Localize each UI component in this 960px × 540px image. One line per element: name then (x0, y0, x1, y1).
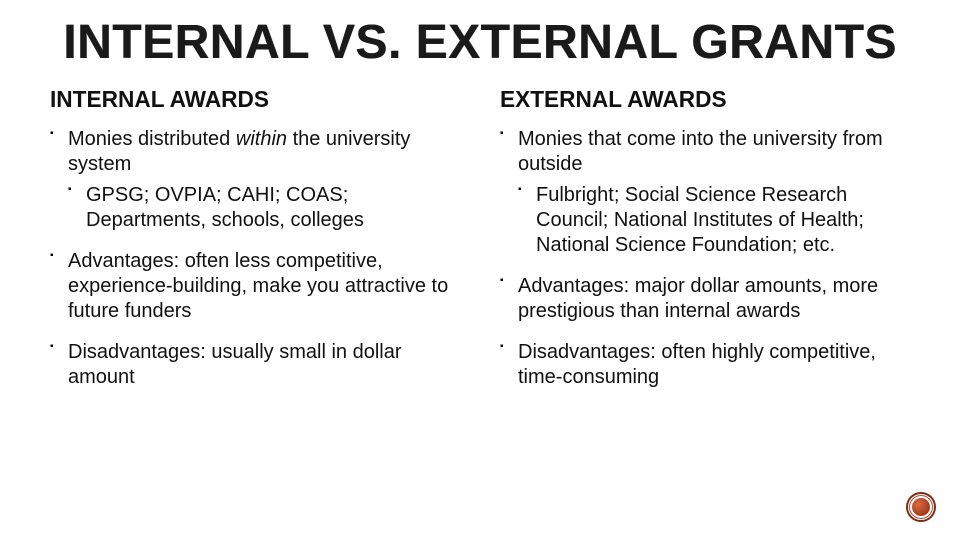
list-item: Advantages: major dollar amounts, more p… (500, 274, 910, 324)
left-heading: INTERNAL AWARDS (50, 86, 460, 113)
emphasis: within (236, 128, 287, 150)
text: Advantages: major dollar amounts, more p… (518, 275, 878, 322)
corner-ornament-icon (906, 492, 936, 522)
text: Advantages: often less competitive, expe… (68, 250, 448, 322)
text: Monies distributed (68, 128, 236, 150)
sub-item: Fulbright; Social Science Research Counc… (518, 183, 910, 258)
list-item: Advantages: often less competitive, expe… (50, 249, 460, 324)
slide-title: INTERNAL VS. EXTERNAL GRANTS (50, 18, 910, 68)
slide: INTERNAL VS. EXTERNAL GRANTS INTERNAL AW… (0, 0, 960, 540)
list-item: Monies distributed within the university… (50, 127, 460, 233)
sub-list: Fulbright; Social Science Research Counc… (518, 183, 910, 258)
text: Disadvantages: often highly competitive,… (518, 341, 876, 388)
sub-list: GPSG; OVPIA; CAHI; COAS; Departments, sc… (68, 183, 460, 233)
left-list: Monies distributed within the university… (50, 127, 460, 390)
list-item: Disadvantages: usually small in dollar a… (50, 340, 460, 390)
text: Disadvantages: usually small in dollar a… (68, 341, 402, 388)
left-column: INTERNAL AWARDS Monies distributed withi… (50, 86, 460, 406)
right-column: EXTERNAL AWARDS Monies that come into th… (500, 86, 910, 406)
text: Monies that come into the university fro… (518, 128, 883, 175)
sub-item: GPSG; OVPIA; CAHI; COAS; Departments, sc… (68, 183, 460, 233)
list-item: Disadvantages: often highly competitive,… (500, 340, 910, 390)
right-heading: EXTERNAL AWARDS (500, 86, 910, 113)
list-item: Monies that come into the university fro… (500, 127, 910, 258)
two-column-layout: INTERNAL AWARDS Monies distributed withi… (50, 86, 910, 406)
right-list: Monies that come into the university fro… (500, 127, 910, 390)
